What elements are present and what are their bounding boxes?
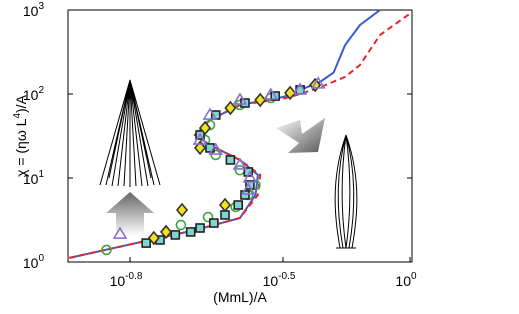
square-marker xyxy=(225,155,236,165)
y-label-end: )/A xyxy=(13,94,29,113)
x-tick-label-base: 10 xyxy=(263,273,279,289)
diamond-marker xyxy=(147,230,160,246)
diamond-marker xyxy=(199,120,212,136)
circle-marker xyxy=(175,219,187,231)
square-marker xyxy=(209,218,219,228)
y-tick-label: 102 xyxy=(23,85,45,103)
diamond-marker xyxy=(218,197,232,213)
triangle-marker xyxy=(232,157,248,170)
y-tick-label: 103 xyxy=(23,1,45,19)
square-marker xyxy=(185,227,196,237)
circle-marker xyxy=(101,244,112,256)
triangle-marker xyxy=(208,142,224,155)
triangle-marker xyxy=(263,87,279,100)
x-tick-label-base: 10 xyxy=(110,273,126,289)
circle-marker xyxy=(202,211,214,223)
y-tick-label-sup: 0 xyxy=(38,253,44,264)
y-tick-label-sup: 2 xyxy=(38,85,44,96)
triangle-marker xyxy=(242,170,258,183)
diamond-marker xyxy=(254,92,267,108)
triangle-marker xyxy=(292,82,308,95)
triangle-marker xyxy=(202,107,218,120)
diamond-marker xyxy=(309,77,322,93)
square-marker xyxy=(240,190,250,200)
y-label-text: χ = (ηω L xyxy=(13,118,29,177)
y-tick-label-base: 10 xyxy=(23,3,39,19)
square-marker xyxy=(233,200,244,210)
circle-marker xyxy=(210,149,222,161)
x-tick-label-sup: -0.8 xyxy=(125,271,143,282)
y-tick-label-sup: 1 xyxy=(38,169,44,180)
y-tick-label-base: 10 xyxy=(23,171,39,187)
x-tick-label-base: 10 xyxy=(395,273,411,289)
curve xyxy=(69,9,381,259)
diamond-marker xyxy=(193,140,207,156)
square-marker xyxy=(170,230,181,240)
circle-marker xyxy=(234,164,246,176)
diamond-marker xyxy=(175,202,189,218)
y-label-sup: 4 xyxy=(12,113,23,119)
y-tick-label-base: 10 xyxy=(23,87,39,103)
triangle-marker xyxy=(112,226,128,239)
y-axis-label: χ = (ηω L4)/A xyxy=(12,94,29,176)
y-tick-label: 101 xyxy=(23,169,45,187)
y-tick-label-sup: 3 xyxy=(38,1,44,12)
triangle-marker xyxy=(192,132,208,145)
triangle-marker xyxy=(232,92,248,105)
up-arrow xyxy=(106,192,154,236)
square-marker xyxy=(195,223,205,233)
triangle-marker xyxy=(240,182,256,195)
x-tick-label-sup: 0 xyxy=(411,271,417,282)
plot-frame xyxy=(67,9,413,263)
diamond-marker xyxy=(159,224,173,240)
fan-illustration xyxy=(99,79,161,187)
diamond-marker xyxy=(284,85,297,101)
square-marker xyxy=(245,180,255,190)
diagonal-arrow xyxy=(276,118,325,153)
y-tick-label-base: 10 xyxy=(23,255,39,271)
y-tick-label: 100 xyxy=(23,253,45,271)
square-marker xyxy=(141,238,151,248)
diamond-marker xyxy=(224,100,237,116)
triangle-marker xyxy=(310,76,326,89)
x-tick-label-sup: -0.5 xyxy=(278,271,296,282)
x-tick-label: 100 xyxy=(395,271,417,289)
x-axis-label: (MmL)/A xyxy=(213,289,267,305)
x-tick-label: 10-0.5 xyxy=(263,271,296,289)
spindle-illustration xyxy=(334,134,358,249)
x-tick-label: 10-0.8 xyxy=(110,271,143,289)
